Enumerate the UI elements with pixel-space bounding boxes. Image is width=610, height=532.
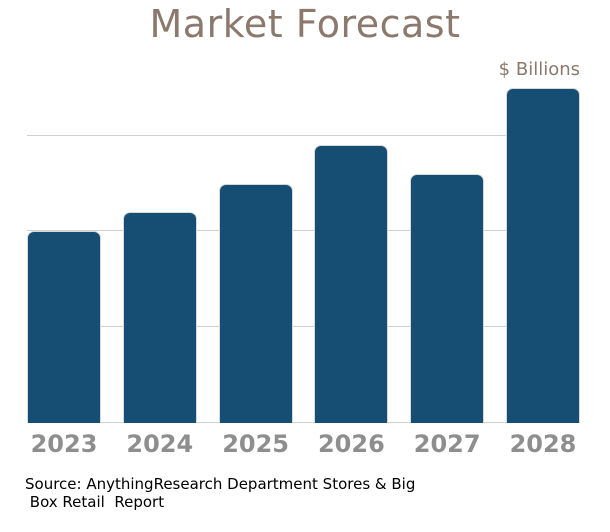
x-tick-2027: 2027 — [413, 430, 481, 458]
x-tick-2023: 2023 — [30, 430, 98, 458]
gridline — [27, 134, 580, 136]
x-axis-line — [27, 422, 580, 423]
units-label: $ Billions — [498, 59, 580, 80]
x-tick-2024: 2024 — [126, 430, 194, 458]
x-tick-2026: 2026 — [317, 430, 385, 458]
bar-2027 — [410, 173, 485, 423]
x-tick-2028: 2028 — [509, 430, 577, 458]
x-tick-2025: 2025 — [222, 430, 289, 458]
bar-2028 — [505, 87, 580, 423]
source-line-1: Source: AnythingResearch Department Stor… — [25, 475, 416, 493]
bar-2025 — [218, 183, 293, 423]
bar-series — [27, 80, 580, 423]
bar-2023 — [27, 231, 101, 423]
bar-2026 — [314, 145, 389, 423]
gridline — [27, 230, 580, 232]
bar-2024 — [122, 212, 197, 423]
chart-title: Market Forecast — [149, 2, 461, 46]
x-axis-labels: 2023 2024 2025 2026 2027 2028 — [27, 430, 580, 458]
source-note: Source: AnythingResearch Department Stor… — [25, 475, 416, 511]
source-line-2: Box Retail Report — [25, 492, 165, 511]
gridline — [27, 326, 580, 328]
plot-area — [27, 80, 580, 423]
